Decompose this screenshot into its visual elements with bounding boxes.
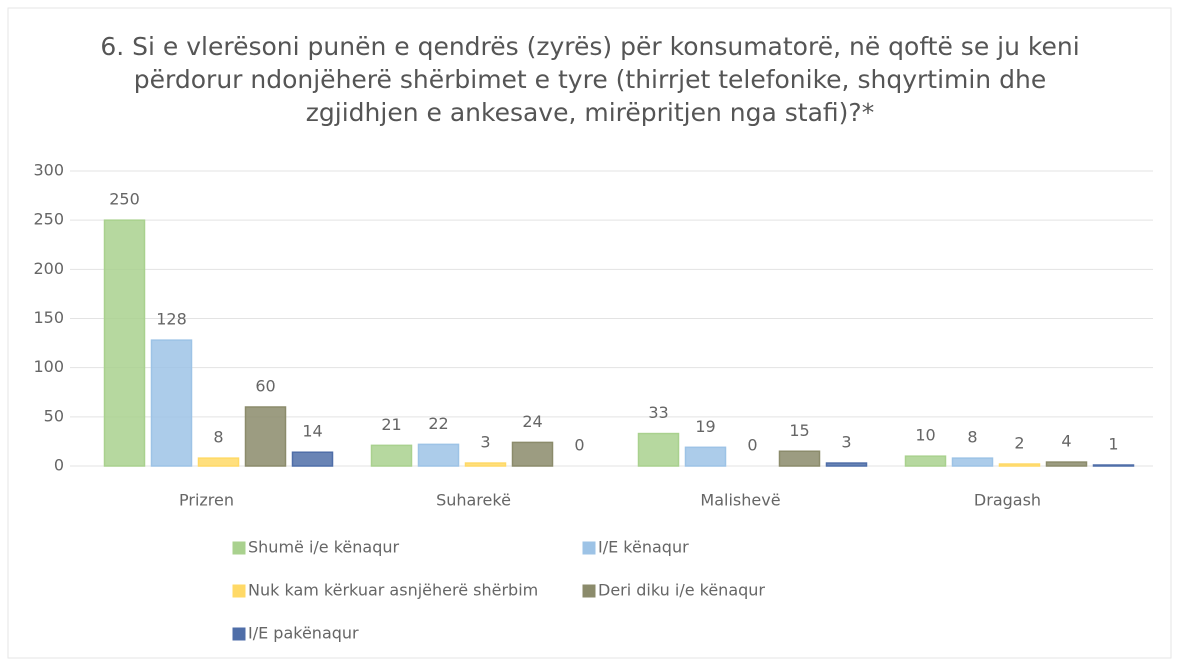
value-label: 3 (841, 433, 851, 452)
x-tick-label: Suharekë (436, 491, 511, 510)
bar (1045, 461, 1088, 467)
bar (103, 219, 146, 467)
legend-label: I/E kënaqur (598, 538, 689, 557)
chart-title: 6. Si e vlerësoni punën e qendrës (zyrës… (100, 32, 1080, 127)
value-label: 22 (428, 414, 448, 433)
legend-label: Deri diku i/e kënaqur (598, 581, 765, 600)
value-label: 15 (789, 421, 809, 440)
bar (244, 406, 287, 467)
value-label: 0 (574, 436, 584, 455)
y-tick-label: 300 (33, 161, 64, 180)
legend-swatch (232, 584, 246, 598)
legend-swatch (232, 627, 246, 641)
value-label: 21 (381, 415, 401, 434)
frame (7, 7, 1172, 659)
bar (370, 444, 413, 467)
bar (951, 457, 994, 467)
value-label: 3 (480, 433, 490, 452)
legend-label: I/E pakënaqur (248, 624, 359, 643)
bar (417, 443, 460, 467)
bar (825, 462, 868, 467)
value-label: 128 (156, 310, 187, 329)
y-tick-label: 50 (44, 406, 64, 425)
bar (464, 462, 507, 467)
value-label: 33 (648, 403, 668, 422)
bar (197, 457, 240, 467)
bar (778, 450, 821, 467)
value-label: 8 (967, 428, 977, 447)
bar (291, 451, 334, 467)
value-label: 10 (915, 426, 935, 445)
legend-swatch (582, 584, 596, 598)
legend-label: Nuk kam kërkuar asnjëherë shërbim (248, 581, 538, 600)
legend-swatch (232, 541, 246, 555)
value-label: 60 (255, 377, 275, 396)
value-label: 14 (302, 422, 322, 441)
bar (637, 432, 680, 467)
bar (684, 446, 727, 467)
value-label: 4 (1061, 432, 1071, 451)
bar (1092, 464, 1135, 467)
value-label: 24 (522, 412, 542, 431)
value-label: 19 (695, 417, 715, 436)
value-label: 250 (109, 190, 140, 209)
value-label: 2 (1014, 434, 1024, 453)
legend-label: Shumë i/e kënaqur (248, 538, 400, 557)
y-tick-label: 150 (33, 308, 64, 327)
bar (511, 441, 554, 467)
y-tick-label: 250 (33, 210, 64, 229)
y-tick-label: 0 (54, 456, 64, 475)
y-tick-label: 100 (33, 357, 64, 376)
bar (150, 339, 193, 467)
x-tick-label: Malishevë (700, 491, 780, 510)
value-label: 1 (1108, 435, 1118, 454)
x-tick-label: Prizren (179, 491, 234, 510)
bar (904, 455, 947, 467)
value-label: 0 (747, 436, 757, 455)
x-tick-label: Dragash (974, 491, 1041, 510)
legend-swatch (582, 541, 596, 555)
value-label: 8 (213, 428, 223, 447)
bar (998, 463, 1041, 467)
y-tick-label: 200 (33, 259, 64, 278)
